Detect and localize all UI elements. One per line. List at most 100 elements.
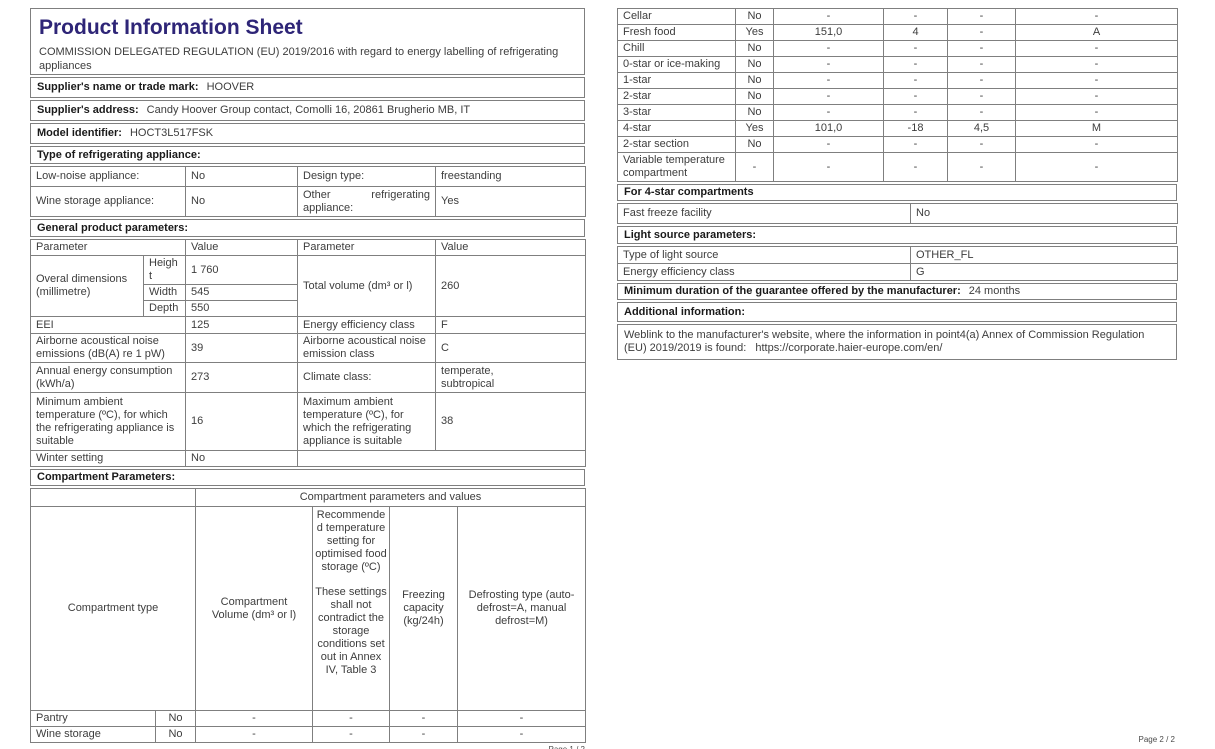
cell-temp: - xyxy=(883,152,948,182)
cell-freezing: - xyxy=(389,726,458,743)
height-label: Height xyxy=(142,255,187,285)
cell-volume: - xyxy=(195,710,313,727)
cell-value: G xyxy=(910,263,1178,281)
cell-defrost: - xyxy=(1015,104,1178,121)
cell-present: No xyxy=(735,88,774,105)
four-star-section-header: For 4-star compartments xyxy=(617,184,1177,201)
supplier-name-row: Supplier's name or trade mark: HOOVER xyxy=(30,77,585,98)
table-row: Wine storage appliance: No Other refrige… xyxy=(30,186,586,217)
cell-label: Maximum ambient temperature (ºC), for wh… xyxy=(297,392,437,451)
cell-defrost: - xyxy=(1015,8,1178,25)
cell-compartment-name: Fresh food xyxy=(617,24,736,41)
cell-value: OTHER_FL xyxy=(910,246,1178,264)
table-row: Variable temperature compartment - - - -… xyxy=(617,152,1178,182)
cell-value: freestanding xyxy=(435,166,586,187)
fast-freeze-value: No xyxy=(910,203,1178,224)
cell-freezing: - xyxy=(947,8,1016,25)
cell-defrost: M xyxy=(1015,120,1178,137)
empty-cell xyxy=(30,488,196,507)
cell-present: No xyxy=(735,72,774,89)
cell-temp: 4 xyxy=(883,24,948,41)
cell-present: No xyxy=(735,136,774,153)
cell-temp: - xyxy=(312,710,390,727)
cell-temp: - xyxy=(883,104,948,121)
cell-compartment-name: Variable temperature compartment xyxy=(617,152,736,182)
cell-volume: - xyxy=(773,88,884,105)
cell-label: Energy efficiency class xyxy=(297,316,437,334)
cell-freezing: - xyxy=(947,88,1016,105)
weblink-text: Weblink to the manufacturer's website, w… xyxy=(624,329,1145,354)
page-number: Page 1 / 2 xyxy=(30,745,585,749)
cell-compartment-name: 1-star xyxy=(617,72,736,89)
cell-volume: - xyxy=(773,8,884,25)
cell-defrost: - xyxy=(1015,88,1178,105)
supplier-name-value: HOOVER xyxy=(206,81,255,93)
cell-freezing: - xyxy=(947,56,1016,73)
cell-label: Airborne acoustical noise emissions (dB(… xyxy=(29,333,187,363)
cell-label: Design type: xyxy=(297,166,436,187)
table-row: 2-star No - - - - xyxy=(617,88,1178,105)
table-row: Wine storage No - - - - xyxy=(30,726,587,743)
cell-value: No xyxy=(185,186,298,217)
page-1: Product Information Sheet COMMISSION DEL… xyxy=(29,8,587,749)
cell-defrost: - xyxy=(1015,56,1178,73)
cell-label: Type of light source xyxy=(617,246,911,264)
weblink-row: Weblink to the manufacturer's website, w… xyxy=(617,324,1177,360)
table-header-row: Compartment type Compartment Volume (dm³… xyxy=(30,506,587,711)
depth-label: Depth xyxy=(142,300,187,317)
light-source-table: Type of light source OTHER_FL Energy eff… xyxy=(617,246,1178,281)
cell-compartment-name: 3-star xyxy=(617,104,736,121)
col-header-freezing: Freezing capacity (kg/24h) xyxy=(389,506,458,711)
cell-value: Yes xyxy=(435,186,586,217)
table-row: Winter setting No xyxy=(29,450,587,467)
cell-freezing: - xyxy=(947,104,1016,121)
cell-freezing: 4,5 xyxy=(947,120,1016,137)
weblink-url[interactable]: https://corporate.haier-europe.com/en/ xyxy=(755,342,943,354)
cell-label: Minimum ambient temperature (ºC), for wh… xyxy=(29,392,187,451)
guarantee-value: 24 months xyxy=(968,285,1021,297)
cell-freezing: - xyxy=(947,152,1016,182)
cell-value: 39 xyxy=(185,333,299,363)
table-row: 3-star No - - - - xyxy=(617,104,1178,121)
depth-value: 550 xyxy=(185,300,299,317)
table-row: Pantry No - - - - xyxy=(30,710,587,727)
temperature-header-par2: These settings shall not contradict the … xyxy=(315,586,387,676)
col-header-temperature: Recommended temperature setting for opti… xyxy=(312,506,390,711)
cell-value: F xyxy=(435,316,587,334)
cell-compartment-name: Chill xyxy=(617,40,736,57)
col-header: Value xyxy=(435,239,587,256)
cell-present: Yes xyxy=(735,24,774,41)
cell-volume: 101,0 xyxy=(773,120,884,137)
cell-label: Energy efficiency class xyxy=(617,263,911,281)
empty-cell xyxy=(297,450,587,467)
general-section-header: General product parameters: xyxy=(30,219,585,237)
cell-freezing: - xyxy=(947,24,1016,41)
cell-volume: - xyxy=(773,104,884,121)
table-row: Type of light source OTHER_FL xyxy=(617,246,1178,264)
cell-label: Climate class: xyxy=(297,362,437,393)
page-title: Product Information Sheet xyxy=(39,16,303,39)
cell-defrost: - xyxy=(1015,152,1178,182)
fast-freeze-label: Fast freeze facility xyxy=(617,203,911,224)
table-row: Cellar No - - - - xyxy=(617,8,1178,25)
width-label: Width xyxy=(142,284,187,301)
cell-volume: - xyxy=(195,726,313,743)
cell-defrost: - xyxy=(456,726,587,743)
col-header: Parameter xyxy=(29,239,187,256)
dimensions-label: Overal dimensions (millimetre) xyxy=(30,255,144,317)
table-row: Chill No - - - - xyxy=(617,40,1178,57)
table-row: 1-star No - - - - xyxy=(617,72,1178,89)
table-header-row: Parameter Value Parameter Value xyxy=(29,239,587,256)
cell-label: Winter setting xyxy=(29,450,187,467)
cell-temp: - xyxy=(883,8,948,25)
cell-freezing: - xyxy=(389,710,458,727)
cell-value: No xyxy=(185,166,298,187)
cell-volume: - xyxy=(773,40,884,57)
col-header-volume: Compartment Volume (dm³ or l) xyxy=(195,506,313,711)
cell-volume: - xyxy=(773,56,884,73)
table-row: Overal dimensions (millimetre) Height 1 … xyxy=(30,255,587,317)
climate-class-value: temperate, subtropical xyxy=(441,364,495,390)
page-2: Cellar No - - - - Fresh food Yes 151,0 4… xyxy=(617,8,1178,744)
compartment-table-continued: Cellar No - - - - Fresh food Yes 151,0 4… xyxy=(617,8,1178,182)
total-volume-value: 260 xyxy=(435,255,587,317)
